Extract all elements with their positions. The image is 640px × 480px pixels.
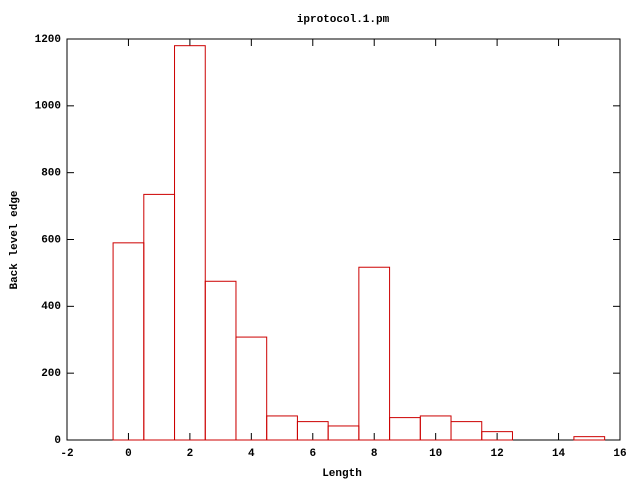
x-tick-label: 2 <box>187 448 194 460</box>
y-tick-label: 800 <box>41 168 61 180</box>
x-tick-label: 8 <box>371 448 378 460</box>
bar <box>573 436 606 441</box>
y-tick-label: 400 <box>41 301 61 313</box>
y-tick-label: 600 <box>41 234 61 246</box>
x-tick-label: 6 <box>309 448 316 460</box>
x-tick-label: 12 <box>491 448 504 460</box>
x-tick-label: 16 <box>613 448 626 460</box>
x-tick-label: 0 <box>125 448 132 460</box>
bar <box>174 45 206 441</box>
y-tick-label: 200 <box>41 368 61 380</box>
x-tick-label: -2 <box>60 448 73 460</box>
y-tick-label: 1000 <box>35 101 61 113</box>
bar <box>481 431 513 441</box>
x-tick-label: 10 <box>429 448 442 460</box>
x-axis-label: Length <box>322 468 362 480</box>
x-tick-label: 14 <box>552 448 566 460</box>
y-axis-label: Back level edge <box>9 190 21 289</box>
bar <box>235 336 268 441</box>
x-tick-label: 4 <box>248 448 255 460</box>
bar <box>450 421 483 441</box>
bar <box>358 266 391 441</box>
y-tick-label: 0 <box>54 435 61 447</box>
y-tick-label: 1200 <box>35 34 61 46</box>
chart-title: iprotocol.1.pm <box>297 14 390 26</box>
